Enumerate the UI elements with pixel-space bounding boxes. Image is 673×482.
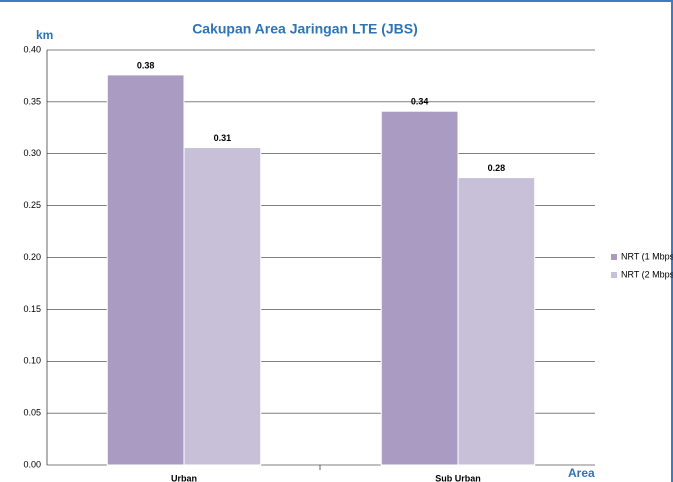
legend-label: NRT (1 Mbps) — [621, 251, 673, 261]
y-tick-label: 0.15 — [23, 304, 41, 314]
legend-swatch — [611, 254, 617, 260]
value-label: 0.31 — [214, 133, 232, 143]
x-tick-label: Sub Urban — [435, 473, 481, 482]
bar — [183, 147, 262, 466]
bar — [457, 177, 536, 466]
chart-title: Cakupan Area Jaringan LTE (JBS) — [192, 21, 418, 37]
value-label: 0.34 — [411, 97, 429, 107]
y-tick-label: 0.05 — [23, 408, 41, 418]
x-tick-label: Urban — [171, 473, 197, 482]
legend-swatch — [611, 272, 617, 278]
legend-label: NRT (2 Mbps) — [621, 269, 673, 279]
y-tick-label: 0.00 — [23, 459, 41, 469]
y-tick-label: 0.40 — [23, 44, 41, 54]
x-axis-label: Area — [568, 466, 595, 480]
y-tick-label: 0.10 — [23, 356, 41, 366]
value-label: 0.38 — [137, 60, 155, 70]
bar — [106, 74, 185, 466]
bar — [380, 110, 459, 466]
value-label: 0.28 — [488, 163, 506, 173]
y-tick-label: 0.35 — [23, 96, 41, 106]
y-tick-label: 0.30 — [23, 148, 41, 158]
y-tick-label: 0.25 — [23, 200, 41, 210]
y-axis-label: km — [36, 28, 53, 42]
y-tick-label: 0.20 — [23, 252, 41, 262]
